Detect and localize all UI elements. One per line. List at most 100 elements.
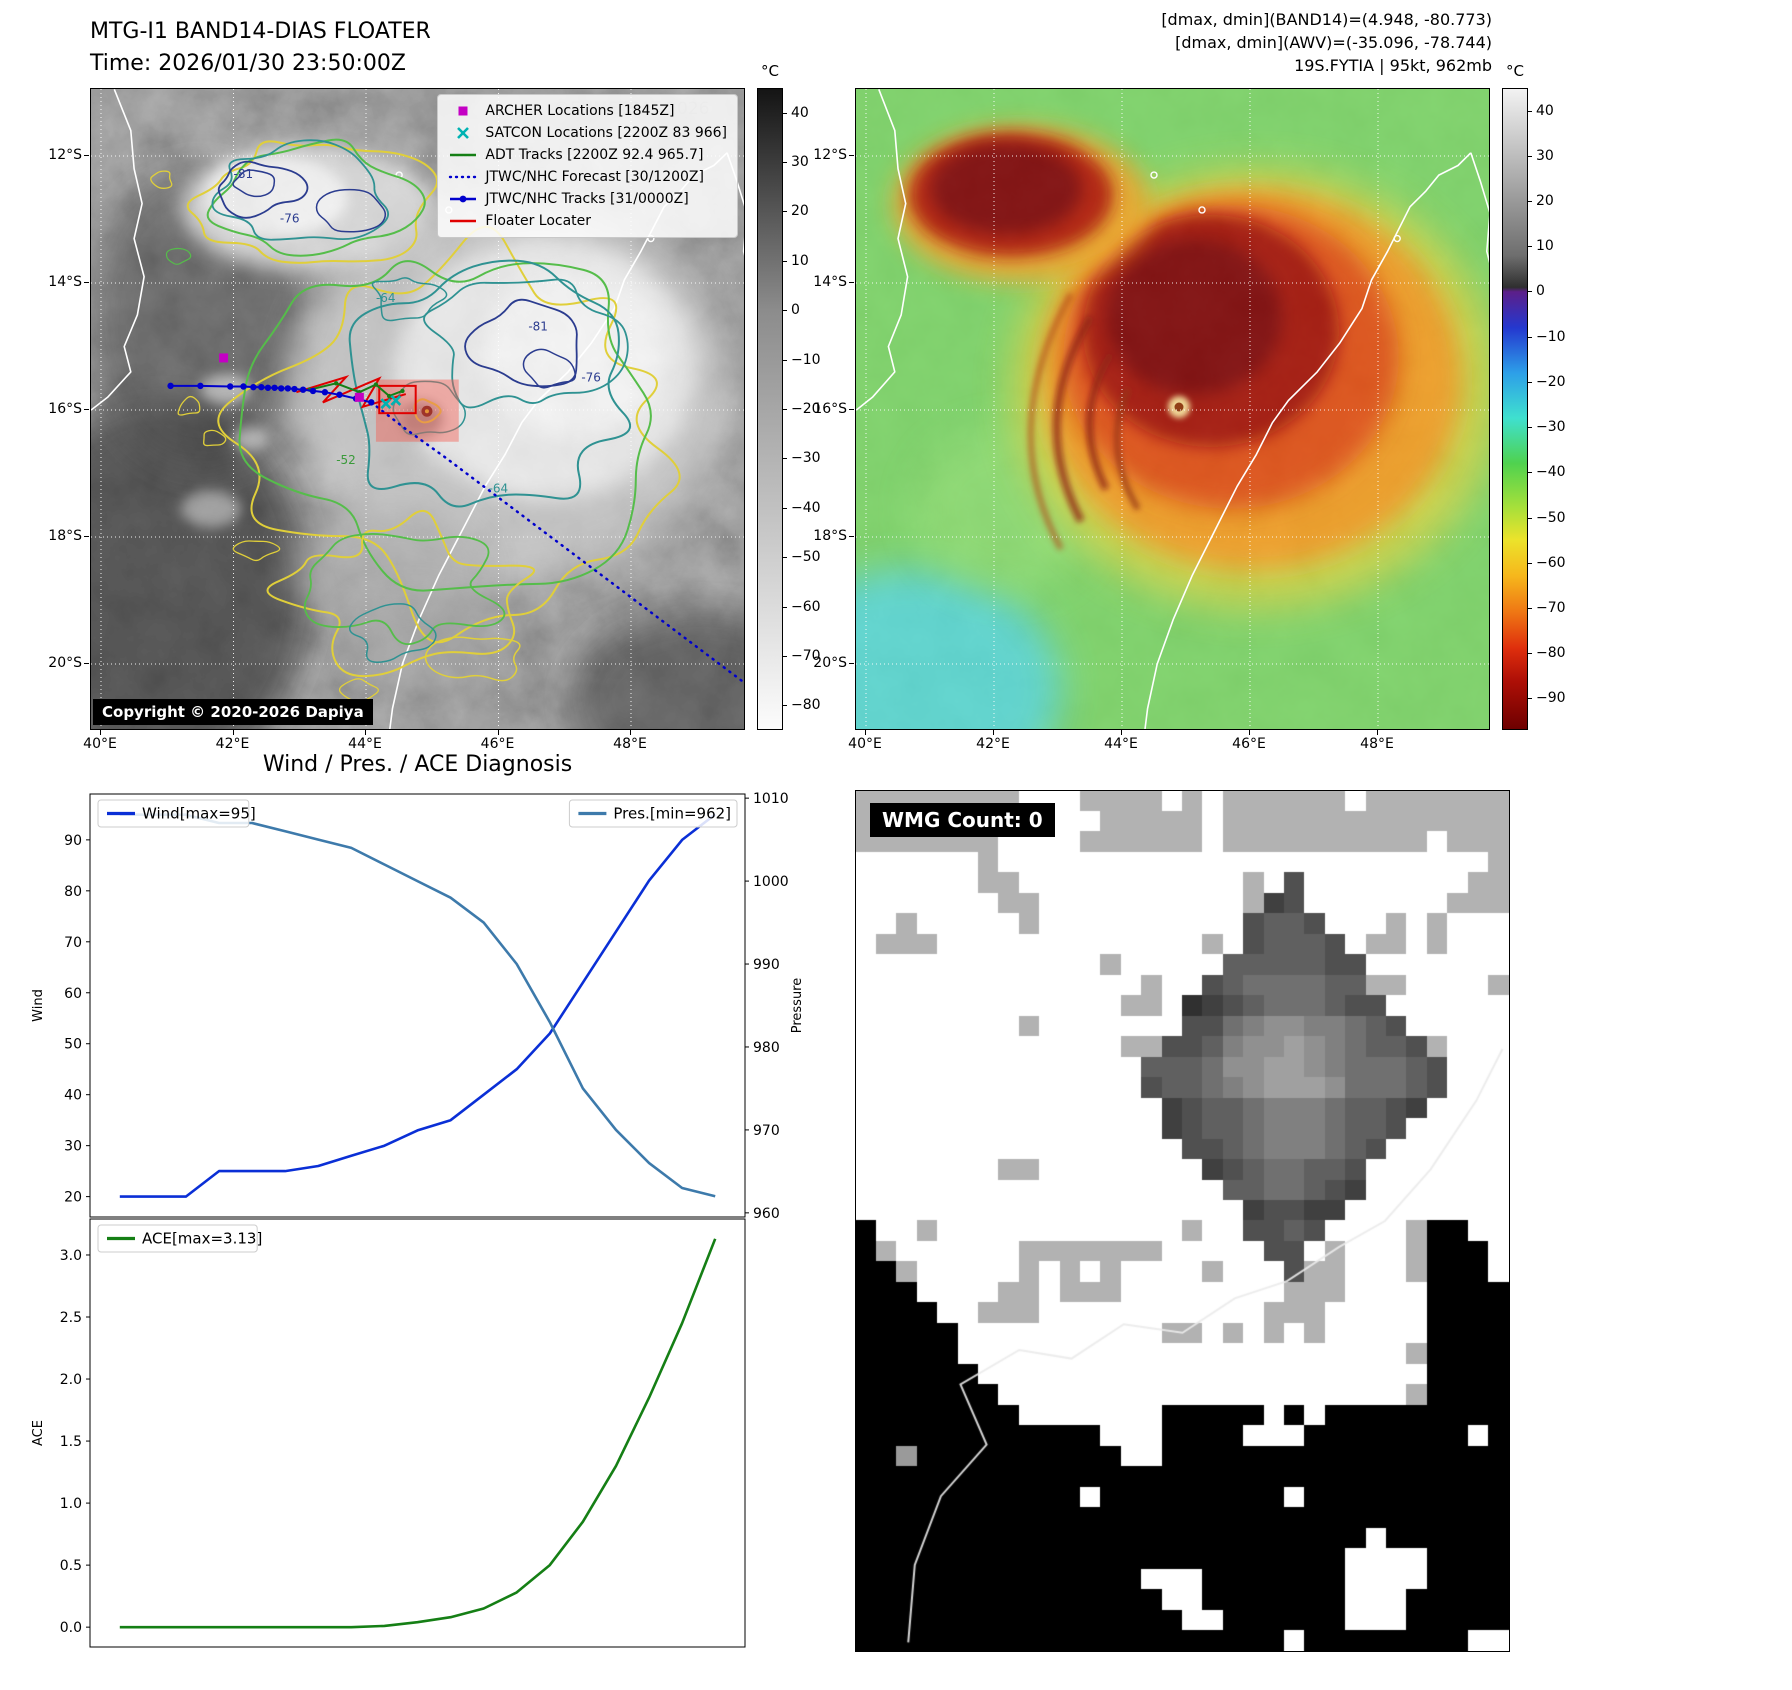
- island-outline: [1393, 234, 1401, 243]
- chart-legend-box: [97, 1224, 258, 1253]
- contour-line: [211, 139, 389, 241]
- awv-xtick-label: 40°E: [848, 736, 882, 752]
- band14-xtick-label: 48°E: [613, 736, 647, 752]
- left-tick-label: 20: [64, 1190, 82, 1206]
- chart-legend-box: [568, 799, 738, 828]
- band14-colorbar-tick-label: −80: [791, 697, 821, 714]
- jtwc-point: [309, 387, 317, 395]
- awv-colorbar-tick-label: −40: [1536, 464, 1566, 481]
- contour-line: [348, 603, 437, 663]
- awv-ytick-label: 20°S: [813, 655, 847, 671]
- plot-background: [90, 794, 745, 1217]
- jtwc-point: [278, 385, 285, 392]
- jtwc-point: [336, 391, 343, 398]
- awv-xtick-mark: [1377, 730, 1378, 735]
- contour-line: [206, 138, 426, 257]
- adt-point: [373, 382, 379, 387]
- line-legend-icon: [450, 219, 477, 223]
- awv-xtick-mark: [993, 730, 994, 735]
- plot-frame: [89, 1218, 746, 1648]
- band14-colorbar-tick-mark: [783, 112, 787, 114]
- contour-line: [348, 259, 632, 508]
- awv-imagery: [856, 89, 1489, 729]
- awv-ytick-mark: [849, 155, 854, 156]
- band14-colorbar-tick-label: −30: [791, 450, 821, 467]
- jtwc-point: [321, 389, 329, 396]
- coastline: [1144, 152, 1472, 729]
- band14-colorbar-tick-mark: [783, 705, 787, 707]
- contour-label: -81: [234, 167, 254, 181]
- left-tick-label: 70: [64, 935, 82, 951]
- coastline: [91, 89, 145, 411]
- band14-ytick-mark: [84, 282, 89, 283]
- legend-square: [458, 106, 468, 116]
- band14-ytick-mark: [84, 155, 89, 156]
- awv-ytick-label: 18°S: [813, 528, 847, 544]
- right-tick-label: 970: [753, 1123, 780, 1139]
- band14-colorbar-tick-label: 10: [791, 252, 809, 269]
- awv-ytick-mark: [849, 663, 854, 664]
- right-axis-label: Pressure: [790, 978, 805, 1034]
- right-tick-label: 990: [753, 957, 780, 973]
- awv-xtick-label: 44°E: [1104, 736, 1138, 752]
- awv-colorbar-tick-mark: [1528, 291, 1532, 293]
- awv-colorbar-tick-mark: [1528, 653, 1532, 655]
- wmg-count-label: WMG Count: 0: [870, 803, 1055, 837]
- band14-colorbar-tick-mark: [783, 260, 787, 262]
- awv-colorbar-tick-label: −30: [1536, 419, 1566, 436]
- jtwc-point: [284, 385, 292, 392]
- band14-colorbar-tick-mark: [783, 162, 787, 164]
- band14-xtick-label: 46°E: [480, 736, 515, 752]
- legend-item-label: JTWC/NHC Forecast [30/1200Z]: [485, 169, 704, 185]
- awv-colorbar-tick-mark: [1528, 427, 1532, 429]
- left-tick-label: 0.0: [60, 1620, 82, 1636]
- legend-item-label: JTWC/NHC Tracks [31/0000Z]: [485, 191, 689, 207]
- left-axis-label: Wind: [31, 989, 46, 1022]
- band14-ytick-label: 18°S: [48, 528, 82, 544]
- awv-colorbar-tick-label: −60: [1536, 554, 1566, 571]
- legend-marker-shape: [457, 127, 470, 139]
- awv-xtick-mark: [1121, 730, 1122, 735]
- chart-legend-label: Wind[max=95]: [142, 805, 256, 823]
- band14-colorbar-tick-mark: [783, 557, 787, 559]
- awv-ytick-label: 12°S: [813, 147, 847, 163]
- awv-colorbar-tick-mark: [1528, 155, 1532, 157]
- left-tick-label: 30: [64, 1139, 82, 1155]
- contour-line: [423, 278, 629, 409]
- legend-item: Floater Locater: [448, 211, 727, 231]
- awv-ytick-label: 16°S: [813, 401, 847, 417]
- square-legend-icon: [458, 106, 468, 116]
- right-tick-label: 960: [753, 1206, 780, 1220]
- awv-dmax-awv: [dmax, dmin](AWV)=(-35.096, -78.744): [1175, 33, 1492, 53]
- band14-subtitle: Time: 2026/01/30 23:50:00Z: [90, 50, 406, 76]
- awv-colorbar-tick-mark: [1528, 607, 1532, 609]
- band14-colorbar: [757, 88, 783, 730]
- satcon-marker: [380, 398, 392, 410]
- left-tick-label: 3.0: [60, 1248, 82, 1264]
- left-tick-label: 2.0: [60, 1372, 82, 1388]
- left-tick-label: 40: [64, 1088, 82, 1104]
- awv-xtick-label: 48°E: [1360, 736, 1394, 752]
- awv-colorbar-tick-label: −50: [1536, 509, 1566, 526]
- floater-box: [378, 384, 417, 415]
- jtwc-point: [197, 382, 204, 390]
- chart-legend-label: ACE[max=3.13]: [142, 1230, 262, 1248]
- legend-dot: [459, 195, 467, 203]
- storm-id-intensity: 19S.FYTIA | 95kt, 962mb: [1294, 56, 1492, 76]
- band14-colorbar-tick-mark: [783, 211, 787, 213]
- band14-xtick-mark: [630, 730, 631, 735]
- band14-colorbar-tick-label: 20: [791, 203, 809, 220]
- awv-colorbar-tick-label: 40: [1536, 102, 1554, 119]
- contour-label: -52: [336, 453, 356, 467]
- band14-ytick-label: 16°S: [48, 401, 82, 417]
- adt-point: [386, 393, 392, 399]
- band14-ytick-mark: [84, 663, 89, 664]
- coastline: [856, 89, 909, 411]
- left-tick-label: 0.5: [60, 1558, 82, 1574]
- legend-item: ARCHER Locations [1845Z]: [448, 101, 727, 121]
- awv-ytick-mark: [849, 282, 854, 283]
- right-tick-label: 980: [753, 1040, 780, 1056]
- awv-dmax-band14: [dmax, dmin](BAND14)=(4.948, -80.773): [1161, 10, 1492, 29]
- ace-chart: 0.0 0.5 1.0 1.5 2.0 2.5 3.0 ACE ACE[max=3.13]: [31, 1218, 746, 1648]
- awv-colorbar-tick-label: −90: [1536, 690, 1566, 707]
